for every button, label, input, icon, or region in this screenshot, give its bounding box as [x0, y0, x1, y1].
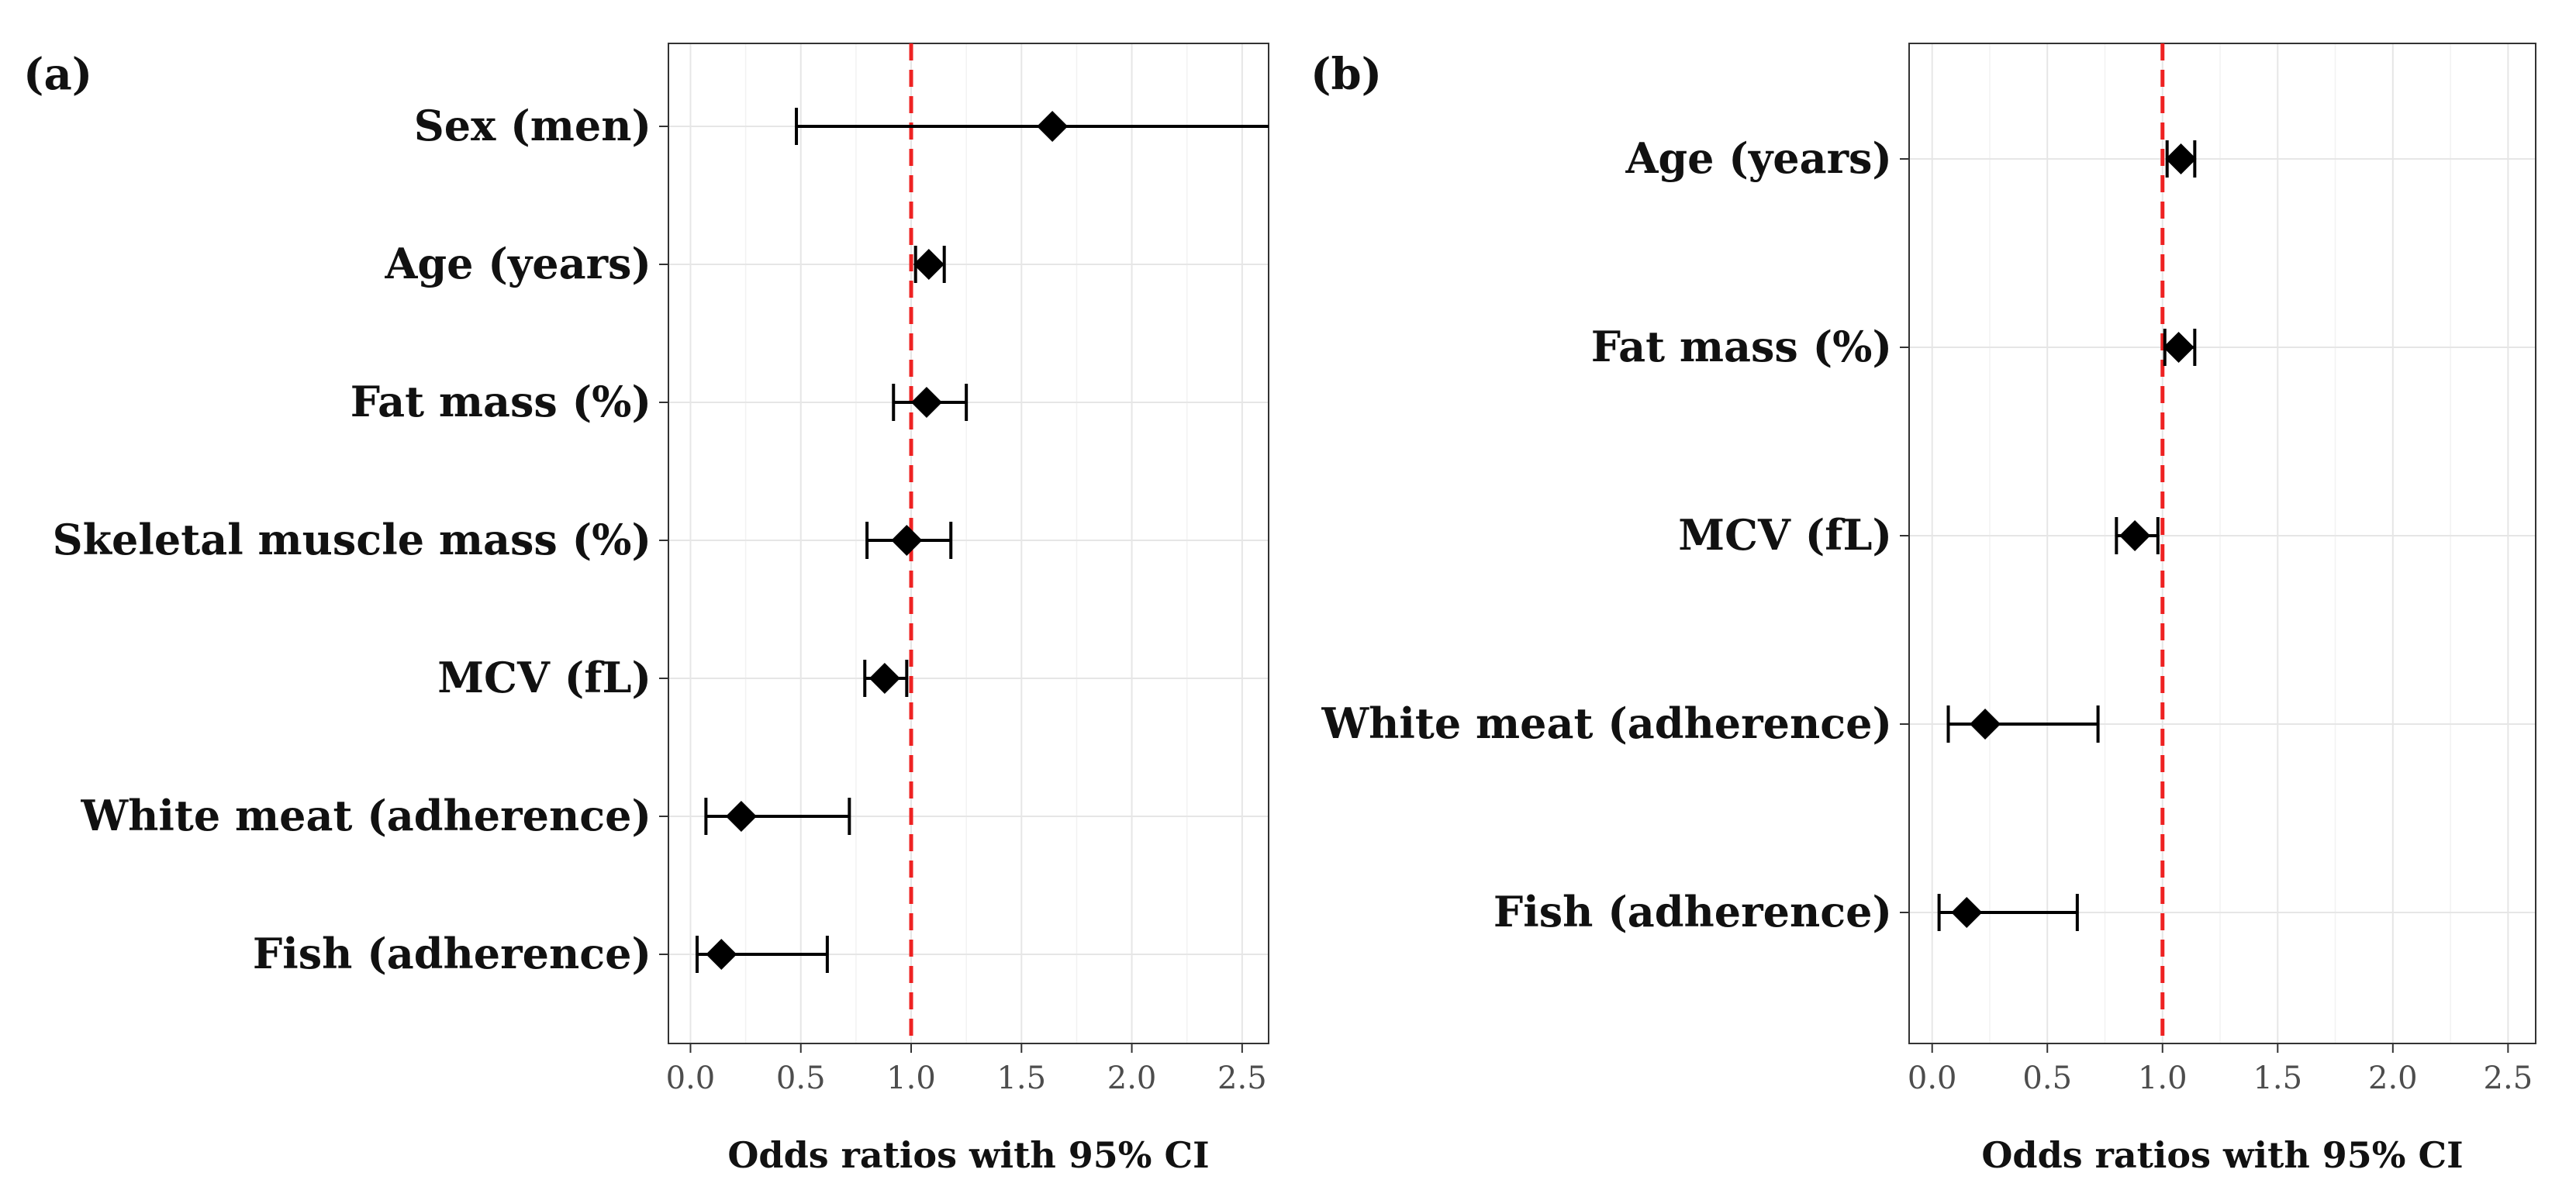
plot-area — [1909, 43, 2536, 1043]
category-label: White meat (adherence) — [80, 791, 651, 840]
estimate-marker — [868, 663, 900, 694]
x-tick-label: 2.5 — [1217, 1061, 1267, 1096]
category-label: Age (years) — [1625, 133, 1893, 183]
estimate-marker — [1970, 709, 2001, 740]
x-tick-label: 1.0 — [2138, 1061, 2188, 1096]
estimate-marker — [2165, 143, 2197, 174]
category-label: Sex (men) — [414, 101, 651, 150]
panel-label: (b) — [1310, 49, 1382, 100]
estimate-marker — [2119, 520, 2151, 551]
estimate-marker — [2163, 332, 2194, 363]
plot-frame — [1908, 43, 2536, 1044]
panel-b: Age (years) Fat mass (%) MCV (fL) White mea… — [1310, 43, 2536, 1176]
category-label: Fish (adherence) — [1493, 887, 1892, 936]
category-label: White meat (adherence) — [1321, 698, 1892, 748]
category-label: Fat mass (%) — [1591, 322, 1892, 371]
estimate-marker — [1037, 111, 1069, 142]
estimate-marker — [891, 525, 923, 556]
panel-label: (a) — [23, 49, 92, 100]
panel-a: Sex (men) Age (years) Fat mass (%) Skeletal… — [23, 43, 1269, 1176]
x-axis-title: Odds ratios with 95% CI — [727, 1134, 1209, 1176]
x-tick-label: 2.0 — [1107, 1061, 1157, 1096]
category-label: MCV (fL) — [1678, 510, 1892, 560]
x-tick-label: 2.0 — [2368, 1061, 2418, 1096]
x-tick-label: 0.0 — [1908, 1061, 1957, 1096]
category-label: Fish (adherence) — [253, 929, 651, 978]
category-label: Fat mass (%) — [350, 377, 651, 426]
estimate-marker — [1951, 897, 1983, 928]
x-tick-label: 0.0 — [666, 1061, 716, 1096]
x-tick-label: 2.5 — [2484, 1061, 2533, 1096]
estimate-marker — [725, 801, 757, 832]
x-tick-label: 1.5 — [2253, 1061, 2302, 1096]
category-label: MCV (fL) — [437, 653, 651, 702]
estimate-marker — [913, 249, 944, 280]
plot-frame — [668, 43, 1269, 1044]
estimate-marker — [706, 939, 737, 970]
x-axis-title: Odds ratios with 95% CI — [1981, 1134, 2463, 1176]
plot-area — [668, 43, 1269, 1043]
x-tick-label: 0.5 — [776, 1061, 826, 1096]
x-tick-label: 1.0 — [886, 1061, 936, 1096]
category-label: Age (years) — [385, 239, 652, 288]
estimate-marker — [910, 387, 942, 418]
x-tick-label: 0.5 — [2022, 1061, 2072, 1096]
category-label: Skeletal muscle mass (%) — [53, 515, 651, 564]
x-tick-label: 1.5 — [996, 1061, 1046, 1096]
